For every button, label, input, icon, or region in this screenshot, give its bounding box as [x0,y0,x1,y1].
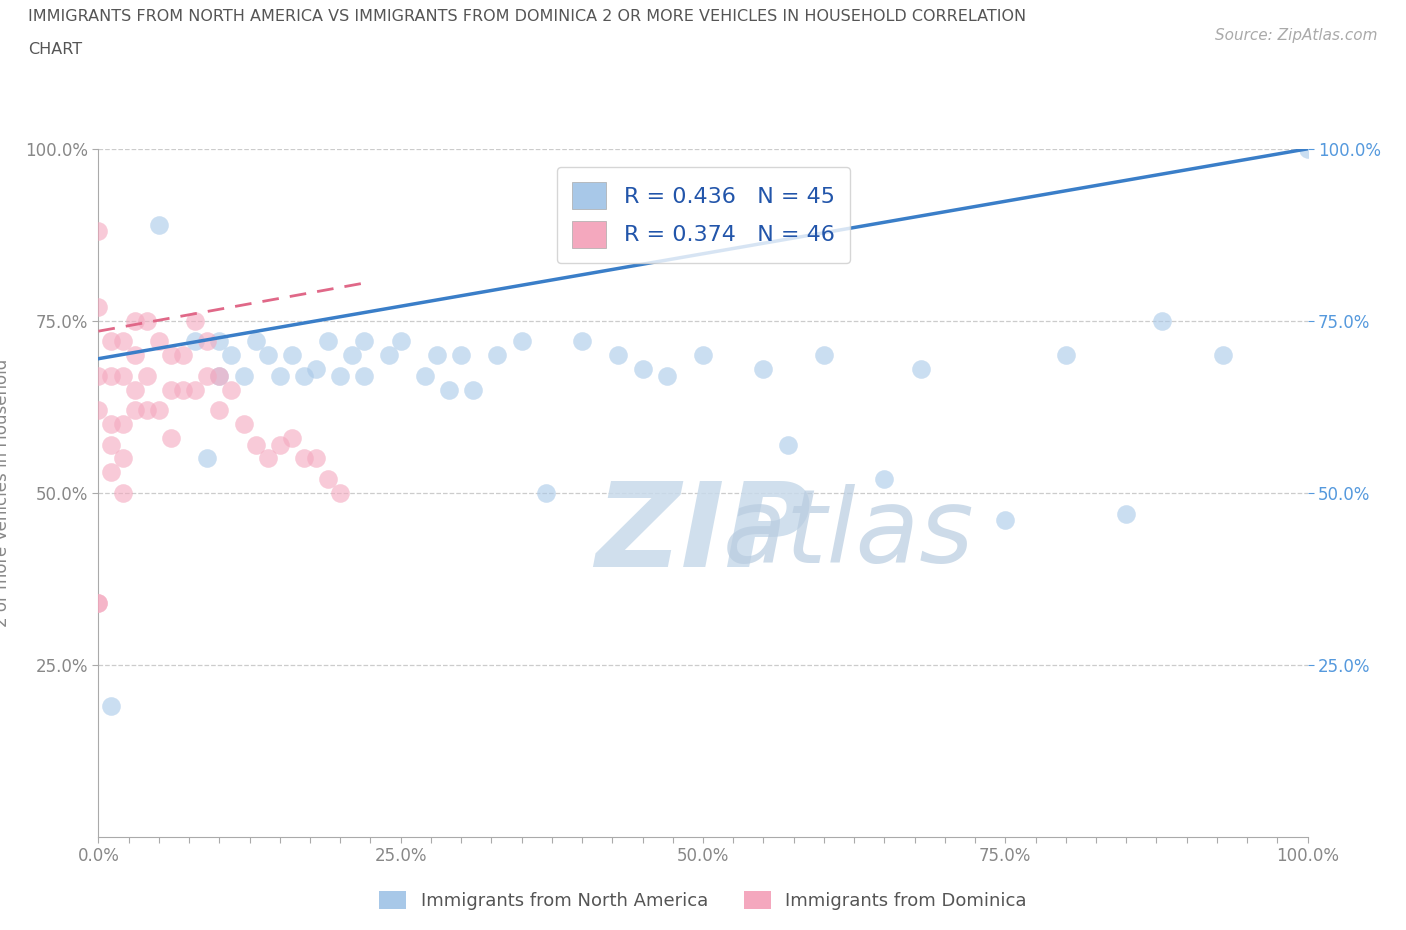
Point [329,368,352,383]
Point [316,334,339,349]
Point [208,368,231,383]
Point [413,368,436,383]
Point [221,382,243,397]
Point [195,334,218,349]
Point [148,403,170,418]
Y-axis label: 2 or more Vehicles in Household: 2 or more Vehicles in Household [0,359,11,627]
Point [292,451,315,466]
Point [1152,313,1174,328]
Point [305,362,328,377]
Point [124,403,146,418]
Point [437,382,460,397]
Point [87,224,110,239]
Point [208,403,231,418]
Text: atlas: atlas [723,485,974,584]
Point [692,348,714,363]
Point [135,313,157,328]
Point [160,431,183,445]
Point [111,368,134,383]
Point [256,451,278,466]
Point [124,382,146,397]
Point [1296,141,1319,156]
Point [1054,348,1077,363]
Point [316,472,339,486]
Point [910,362,932,377]
Text: ZIP: ZIP [595,477,811,591]
Point [776,437,799,452]
Point [281,348,304,363]
Point [135,403,157,418]
Point [124,348,146,363]
Point [100,417,122,432]
Point [208,334,231,349]
Point [292,368,315,383]
Point [873,472,896,486]
Point [1115,506,1137,521]
Point [1212,348,1234,363]
Point [195,368,218,383]
Point [111,451,134,466]
Point [510,334,533,349]
Point [534,485,557,500]
Point [631,362,654,377]
Point [450,348,472,363]
Point [329,485,352,500]
Point [269,437,291,452]
Point [353,368,375,383]
Point [752,362,775,377]
Point [463,382,485,397]
Point [148,217,170,232]
Point [184,313,207,328]
Text: CHART: CHART [28,42,82,57]
Legend: Immigrants from North America, Immigrants from Dominica: Immigrants from North America, Immigrant… [371,884,1035,917]
Point [353,334,375,349]
Point [221,348,243,363]
Point [607,348,630,363]
Point [245,437,267,452]
Point [571,334,593,349]
Text: IMMIGRANTS FROM NORTH AMERICA VS IMMIGRANTS FROM DOMINICA 2 OR MORE VEHICLES IN : IMMIGRANTS FROM NORTH AMERICA VS IMMIGRA… [28,9,1026,24]
Point [208,368,231,383]
Point [111,485,134,500]
Point [100,334,122,349]
Point [389,334,412,349]
Point [342,348,364,363]
Point [111,417,134,432]
Point [87,299,110,314]
Point [172,382,194,397]
Point [87,595,110,610]
Point [994,513,1017,528]
Point [124,313,146,328]
Point [195,451,218,466]
Point [245,334,267,349]
Point [160,382,183,397]
Point [135,368,157,383]
Point [87,403,110,418]
Point [100,437,122,452]
Point [256,348,278,363]
Point [232,368,254,383]
Point [160,348,183,363]
Point [486,348,509,363]
Point [87,595,110,610]
Point [232,417,254,432]
Point [184,382,207,397]
Point [100,465,122,480]
Point [148,334,170,349]
Point [87,368,110,383]
Point [305,451,328,466]
Point [100,368,122,383]
Text: Source: ZipAtlas.com: Source: ZipAtlas.com [1215,28,1378,43]
Point [184,334,207,349]
Point [426,348,449,363]
Point [172,348,194,363]
Point [281,431,304,445]
Point [111,334,134,349]
Point [813,348,835,363]
Point [100,698,122,713]
Point [655,368,678,383]
Point [269,368,291,383]
Point [377,348,399,363]
